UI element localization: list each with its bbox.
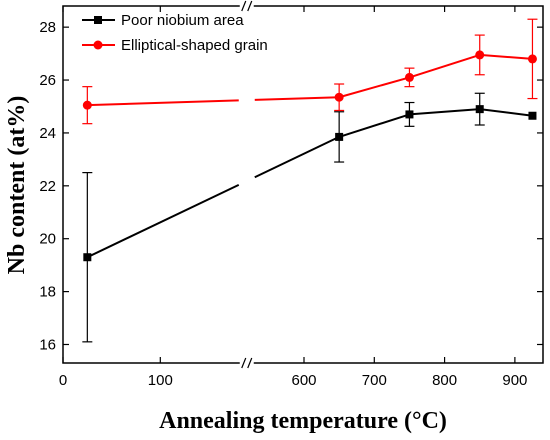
series-1-line-2 — [409, 53, 481, 79]
x-tick-label-100: 100 — [148, 372, 173, 389]
series-0-point-1 — [335, 132, 344, 141]
legend-entry-elliptical-grain: Elliptical-shaped grain — [82, 37, 268, 54]
series-layer — [82, 18, 538, 343]
legend-entry-poor-niobium: Poor niobium area — [82, 12, 244, 29]
axis-break-slash-a-0 — [241, 357, 247, 369]
series-1-point-3 — [475, 50, 485, 60]
y-tick-label-28: 28 — [39, 19, 56, 36]
series-1-line-0b — [254, 96, 340, 101]
axis-break-slash-b-1 — [247, 0, 253, 12]
series-0-line-2 — [409, 108, 480, 116]
plot-frame — [62, 5, 544, 364]
x-tick-label-0: 0 — [59, 372, 67, 389]
legend-label-elliptical-grain: Elliptical-shaped grain — [121, 37, 268, 54]
series-0-line-0a — [86, 183, 240, 259]
series-0-point-0 — [83, 253, 92, 262]
y-tick-label-22: 22 — [39, 178, 56, 195]
series-0-point-2 — [405, 110, 414, 119]
axis-ticks — [62, 6, 543, 363]
axis-break-gap-1 — [239, 3, 254, 9]
y-axis-title: Nb content (at%) — [4, 96, 30, 275]
series-0-point-3 — [475, 105, 484, 114]
series-1-line-0a — [87, 99, 239, 107]
series-0-line-1 — [338, 113, 410, 138]
x-tick-label-600: 600 — [291, 372, 316, 389]
series-1-point-4 — [527, 54, 537, 64]
series-1 — [82, 18, 538, 125]
y-tick-labels: 16 18 20 22 24 26 28 — [39, 19, 56, 353]
y-tick-label-16: 16 — [39, 336, 56, 353]
y-tick-label-26: 26 — [39, 72, 56, 89]
series-0 — [82, 92, 537, 343]
axis-break-slash-b-0 — [247, 357, 253, 369]
series-1-point-2 — [404, 72, 414, 82]
x-tick-label-800: 800 — [432, 372, 457, 389]
series-0-line-3 — [479, 108, 533, 117]
series-0-line-0b — [254, 135, 340, 179]
axis-break-marks — [239, 0, 254, 369]
legend-label-poor-niobium: Poor niobium area — [121, 12, 244, 29]
axis-break-gap-0 — [239, 360, 254, 366]
x-tick-label-900: 900 — [502, 372, 527, 389]
series-1-line-1 — [338, 76, 410, 99]
series-0-point-4 — [528, 111, 537, 120]
series-1-line-3 — [479, 53, 533, 60]
axis-break-slash-a-1 — [241, 0, 247, 12]
y-tick-label-20: 20 — [39, 231, 56, 248]
legend: Poor niobium area Elliptical-shaped grai… — [82, 12, 268, 54]
series-1-point-1 — [334, 92, 344, 102]
x-tick-label-700: 700 — [362, 372, 387, 389]
y-tick-label-24: 24 — [39, 125, 56, 142]
series-1-point-0 — [82, 100, 92, 110]
x-tick-labels: 0 100 600 700 800 900 — [59, 372, 528, 389]
y-tick-label-18: 18 — [39, 284, 56, 301]
x-axis-title: Annealing temperature (°C) — [159, 408, 447, 434]
